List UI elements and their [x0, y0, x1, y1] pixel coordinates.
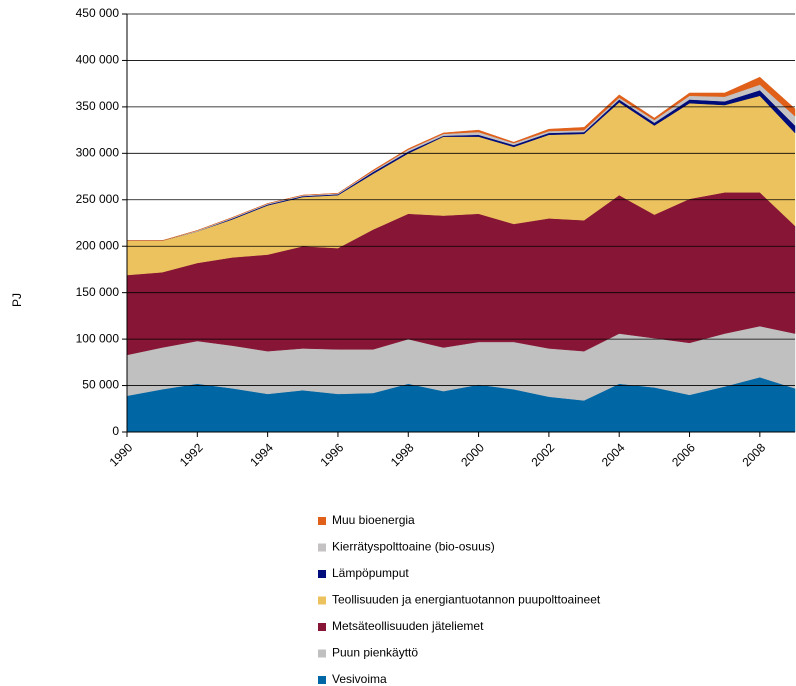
y-tick-label: 350 000 — [76, 99, 120, 113]
legend-swatch — [318, 517, 326, 525]
x-tick-label: 1998 — [388, 440, 417, 469]
area-series — [126, 192, 796, 356]
legend-label: Muu bioenergia — [332, 513, 415, 527]
x-tick-label: 2004 — [599, 440, 628, 469]
legend-swatch — [318, 596, 326, 605]
y-tick-label: 0 — [112, 424, 119, 438]
y-tick-label: 100 000 — [76, 331, 120, 345]
x-tick-label: 1992 — [177, 440, 206, 469]
legend-label: Lämpöpumput — [332, 566, 409, 580]
x-tick-label: 1996 — [318, 440, 347, 469]
x-tick-label: 1994 — [247, 440, 276, 469]
y-tick-label: 450 000 — [76, 6, 120, 20]
legend-swatch — [318, 570, 326, 578]
y-tick-label: 50 000 — [82, 378, 119, 392]
legend-label: Kierrätyspolttoaine (bio-osuus) — [332, 540, 495, 554]
legend-swatch — [318, 649, 326, 658]
x-tick-label: 2008 — [739, 440, 768, 469]
legend-swatch — [318, 676, 326, 684]
y-tick-label: 300 000 — [76, 146, 120, 160]
y-tick-label: 150 000 — [76, 285, 120, 299]
legend-label: Puun pienkäyttö — [332, 646, 418, 660]
legend-label: Vesivoima — [332, 672, 387, 686]
y-tick-label: 250 000 — [76, 192, 120, 206]
x-tick-label: 1990 — [107, 440, 136, 469]
x-tick-label: 2002 — [528, 440, 557, 469]
legend-swatch — [318, 623, 326, 631]
area-series — [127, 76, 796, 241]
legend-label: Teollisuuden ja energiantuotannon puupol… — [332, 593, 601, 607]
y-tick-label: 200 000 — [76, 238, 120, 252]
legend-label: Metsäteollisuuden jäteliemet — [332, 619, 484, 633]
plot-area — [126, 76, 796, 433]
legend-swatch — [318, 543, 326, 552]
y-axis-label: PJ — [10, 293, 24, 307]
y-tick-label: 400 000 — [76, 53, 120, 67]
x-tick-label: 2000 — [458, 440, 487, 469]
x-tick-label: 2006 — [669, 440, 698, 469]
